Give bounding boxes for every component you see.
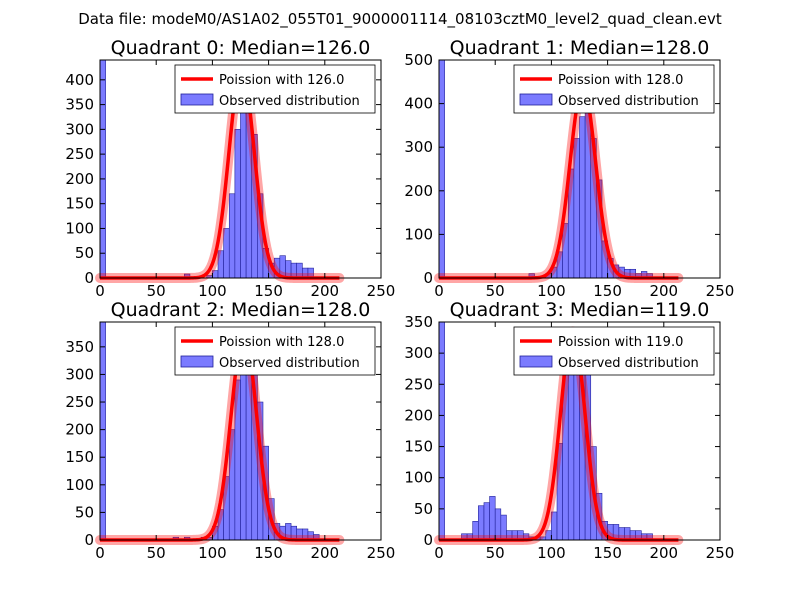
legend-label-poisson-3: Poission with 119.0 [558,335,683,350]
y-tick-label-3-7: 350 [404,313,433,331]
y-tick-label-0-1: 50 [75,244,94,262]
y-tick-label-1-0: 0 [423,269,433,287]
legend-label-poisson-2: Poission with 128.0 [219,335,344,350]
x-tick-label-0-4: 200 [310,282,339,300]
y-tick-label-1-5: 500 [404,51,433,69]
x-tick-label-1-1: 50 [486,282,505,300]
legend-label-observed-2: Observed distribution [219,356,360,371]
y-tick-label-2-4: 200 [65,421,94,439]
x-tick-label-0-0: 0 [95,282,105,300]
subplot-quadrant-3: 0 50 100 150 200 250 0 50 100 150 200 250 300 350 Quad… [404,299,734,562]
x-tick-label-0-5: 250 [367,282,396,300]
y-tick-label-1-2: 200 [404,182,433,200]
panel-title-1: Quadrant 1: Median=128.0 [450,37,710,59]
x-tick-label-0-2: 100 [198,282,227,300]
axes-frame-3 [438,321,721,541]
y-tick-label-3-5: 250 [404,375,433,393]
y-tick-label-2-3: 150 [65,448,94,466]
y-tick-label-3-4: 200 [404,406,433,424]
y-tick-label-0-7: 350 [65,96,94,114]
y-tick-label-2-1: 50 [75,503,94,521]
legend-swatch-hist-2 [180,355,214,368]
x-tick-label-3-4: 200 [649,544,678,562]
hist-bar-0-6 [228,193,236,279]
hist-bar-0-7 [234,129,241,279]
y-tick-label-0-0: 0 [84,269,94,287]
panel-title-3: Quadrant 3: Median=119.0 [450,299,710,321]
y-tick-label-1-4: 400 [404,95,433,113]
subplot-quadrant-2: 0 50 100 150 200 250 0 50 100 150 200 250 300 350 Quad… [65,299,395,562]
subplot-quadrant-1: 0 50 100 150 200 250 0 100 200 300 400 500 Quadrant … [404,37,734,300]
legend-label-poisson-0: Poission with 126.0 [219,73,344,88]
legend-label-observed-1: Observed distribution [558,94,699,109]
hist-bar-3-6 [489,496,496,541]
axes-frame-1 [438,59,721,279]
y-tick-label-2-2: 100 [65,476,94,494]
legend-swatch-hist-0 [180,93,214,106]
x-tick-label-2-2: 100 [198,544,227,562]
y-tick-label-0-4: 200 [65,170,94,188]
y-tick-label-3-3: 150 [404,438,433,456]
y-tick-label-0-5: 250 [65,145,94,163]
hist-bar-0-5 [223,228,230,279]
y-tick-label-1-1: 100 [404,225,433,243]
legend-label-observed-3: Observed distribution [558,356,699,371]
y-tick-label-0-6: 300 [65,120,94,138]
legend-swatch-hist-3 [519,355,553,368]
x-tick-label-3-1: 50 [486,544,505,562]
y-tick-label-0-2: 100 [65,219,94,237]
x-tick-label-0-1: 50 [147,282,166,300]
hist-bar-1-0 [438,59,445,279]
y-tick-label-0-3: 150 [65,195,94,213]
x-tick-label-1-2: 100 [537,282,566,300]
x-tick-label-1-4: 200 [649,282,678,300]
y-tick-label-2-7: 350 [65,338,94,356]
hist-bar-3-5 [483,502,490,541]
y-tick-label-2-5: 250 [65,393,94,411]
x-tick-label-2-1: 50 [147,544,166,562]
hist-bar-3-4 [478,505,485,541]
y-tick-label-3-1: 50 [414,500,433,518]
x-tick-label-1-5: 250 [706,282,735,300]
x-tick-label-3-2: 100 [537,544,566,562]
hist-bar-1-8 [579,116,586,279]
x-tick-label-2-5: 250 [367,544,396,562]
y-tick-label-1-3: 300 [404,138,433,156]
x-tick-label-1-3: 150 [593,282,622,300]
y-tick-label-3-0: 0 [423,531,433,549]
panel-title-2: Quadrant 2: Median=128.0 [111,299,371,321]
x-tick-label-2-0: 0 [95,544,105,562]
y-tick-label-3-2: 100 [404,469,433,487]
y-tick-label-3-6: 300 [404,344,433,362]
legend-swatch-hist-1 [519,93,553,106]
poisson-curve-1 [438,84,680,280]
y-tick-label-2-0: 0 [84,531,94,549]
hist-bar-3-0 [438,321,445,541]
x-tick-label-2-4: 200 [310,544,339,562]
figure-suptitle: Data file: modeM0/AS1A02_055T01_90000011… [78,10,722,29]
subplot-grid: 0 50 100 150 200 250 0 50 100 150 200 250 300 350 400 Q… [65,37,734,562]
hist-bar-2-0 [99,321,106,541]
y-tick-label-0-8: 400 [65,71,94,89]
hist-bar-0-0 [99,59,106,279]
x-tick-label-3-0: 0 [434,544,444,562]
axes-frame-0 [99,59,382,279]
subplot-quadrant-0: 0 50 100 150 200 250 0 50 100 150 200 250 300 350 400 Q… [65,37,395,300]
y-tick-label-2-6: 300 [65,365,94,383]
x-tick-label-3-3: 150 [593,544,622,562]
x-tick-label-2-3: 150 [254,544,283,562]
x-tick-label-1-0: 0 [434,282,444,300]
legend-label-poisson-1: Poission with 128.0 [558,73,683,88]
legend-label-observed-0: Observed distribution [219,94,360,109]
axes-frame-2 [99,321,382,541]
panel-title-0: Quadrant 0: Median=126.0 [111,37,371,59]
x-tick-label-0-3: 150 [254,282,283,300]
x-tick-label-3-5: 250 [706,544,735,562]
